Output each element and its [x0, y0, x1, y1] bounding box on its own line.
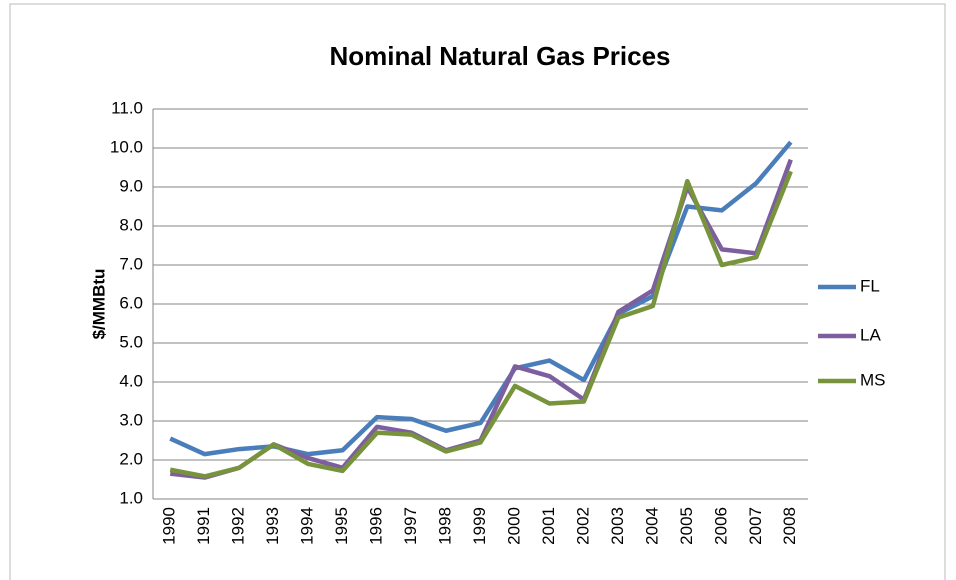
y-tick-label: 1.0	[119, 488, 143, 507]
x-tick-label: 1993	[263, 507, 282, 545]
x-tick-label: 2001	[539, 507, 558, 545]
x-tick-label: 2002	[573, 507, 592, 545]
x-tick-label: 2008	[780, 507, 799, 545]
chart-title: Nominal Natural Gas Prices	[329, 41, 670, 71]
y-tick-label: 8.0	[119, 215, 143, 234]
y-tick-label: 2.0	[119, 449, 143, 468]
x-tick-label: 1996	[367, 507, 386, 545]
y-tick-label: 11.0	[111, 98, 143, 117]
x-tick-label: 1992	[229, 507, 248, 545]
legend-label: FL	[860, 276, 880, 295]
y-tick-label: 4.0	[119, 371, 143, 390]
chart-border	[9, 3, 946, 580]
y-tick-label: 9.0	[119, 176, 143, 195]
y-axis-title: $/MMBtu	[89, 269, 108, 340]
x-tick-label: 2004	[642, 507, 661, 545]
x-tick-label: 2003	[608, 507, 627, 545]
x-tick-label: 1994	[298, 507, 317, 545]
x-tick-label: 1998	[436, 507, 455, 545]
y-tick-label: 3.0	[119, 410, 143, 429]
x-tick-label: 1995	[332, 507, 351, 545]
legend-label: MS	[860, 370, 886, 389]
x-tick-label: 1990	[160, 507, 179, 545]
x-tick-label: 1999	[470, 507, 489, 545]
y-tick-label: 5.0	[119, 332, 143, 351]
x-tick-label: 2007	[746, 507, 765, 545]
series-line	[169, 170, 793, 479]
y-tick-label: 10.0	[110, 137, 143, 156]
x-tick-label: 2000	[504, 507, 523, 545]
y-tick-label: 7.0	[119, 254, 143, 273]
legend-label: LA	[860, 325, 881, 344]
x-tick-label: 2006	[711, 507, 730, 545]
x-tick-label: 1991	[194, 507, 213, 545]
x-tick-label: 1997	[401, 507, 420, 545]
x-tick-label: 2005	[677, 507, 696, 545]
y-tick-label: 6.0	[119, 293, 143, 312]
